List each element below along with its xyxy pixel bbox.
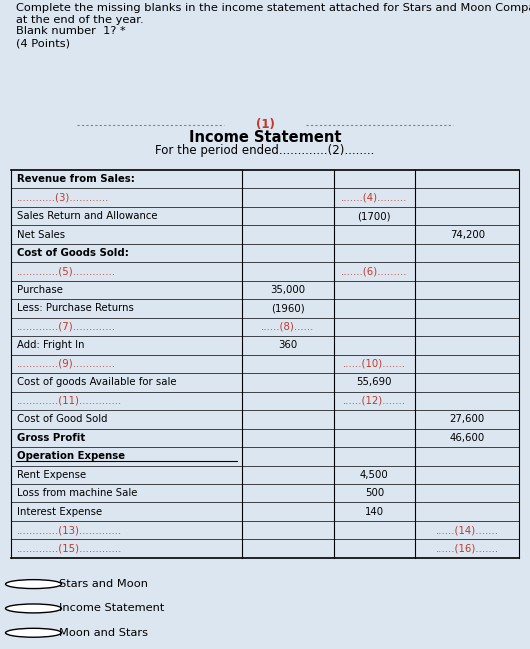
Text: Cost of goods Available for sale: Cost of goods Available for sale [17,377,176,387]
Text: Income Statement: Income Statement [189,130,341,145]
Text: Add: Fright In: Add: Fright In [17,341,84,350]
Circle shape [5,580,61,589]
Circle shape [5,604,61,613]
Text: ......(16).......: ......(16)....... [436,544,499,554]
Circle shape [5,628,61,637]
Text: Gross Profit: Gross Profit [17,433,85,443]
Text: 74,200: 74,200 [449,230,485,239]
Text: For the period ended.............(2)........: For the period ended.............(2)....… [155,144,375,157]
Text: 360: 360 [278,341,297,350]
Text: .............(9).............: .............(9)............. [17,359,116,369]
Text: Revenue from Sales:: Revenue from Sales: [17,174,135,184]
Text: .......(4).........: .......(4)......... [341,193,408,202]
Text: .............(13).............: .............(13)............. [17,525,122,535]
Text: .............(5).............: .............(5)............. [17,267,116,276]
Text: ......(10).......: ......(10)....... [343,359,406,369]
Text: 4,500: 4,500 [360,470,389,480]
Text: Complete the missing blanks in the income statement attached for Stars and Moon : Complete the missing blanks in the incom… [16,3,530,48]
Text: Stars and Moon: Stars and Moon [59,579,148,589]
Text: Sales Return and Allowance: Sales Return and Allowance [17,211,157,221]
Text: Cost of Good Sold: Cost of Good Sold [17,414,107,424]
Text: 27,600: 27,600 [449,414,485,424]
Text: Cost of Goods Sold:: Cost of Goods Sold: [17,248,129,258]
Text: Operation Expense: Operation Expense [17,451,125,461]
Text: (1960): (1960) [271,304,305,313]
Text: Interest Expense: Interest Expense [17,507,102,517]
Text: Purchase: Purchase [17,285,63,295]
Text: Income Statement: Income Statement [59,604,164,613]
Text: 140: 140 [365,507,384,517]
Text: ......(8)......: ......(8)...... [261,322,315,332]
Text: 55,690: 55,690 [357,377,392,387]
Text: (1700): (1700) [358,211,391,221]
Text: Rent Expense: Rent Expense [17,470,86,480]
Text: (1): (1) [255,118,275,131]
Text: Net Sales: Net Sales [17,230,65,239]
Text: 500: 500 [365,488,384,498]
Text: .............(15).............: .............(15)............. [17,544,122,554]
Text: ......(14).......: ......(14)....... [436,525,499,535]
Text: 35,000: 35,000 [270,285,305,295]
Text: ......(12).......: ......(12)....... [343,396,406,406]
Text: Moon and Stars: Moon and Stars [59,628,148,638]
Text: Less: Purchase Returns: Less: Purchase Returns [17,304,134,313]
Text: Loss from machine Sale: Loss from machine Sale [17,488,137,498]
Text: 46,600: 46,600 [449,433,485,443]
Text: .............(7).............: .............(7)............. [17,322,116,332]
Text: ............(3)............: ............(3)............ [17,193,109,202]
Text: .......(6).........: .......(6)......... [341,267,408,276]
Text: .............(11).............: .............(11)............. [17,396,122,406]
